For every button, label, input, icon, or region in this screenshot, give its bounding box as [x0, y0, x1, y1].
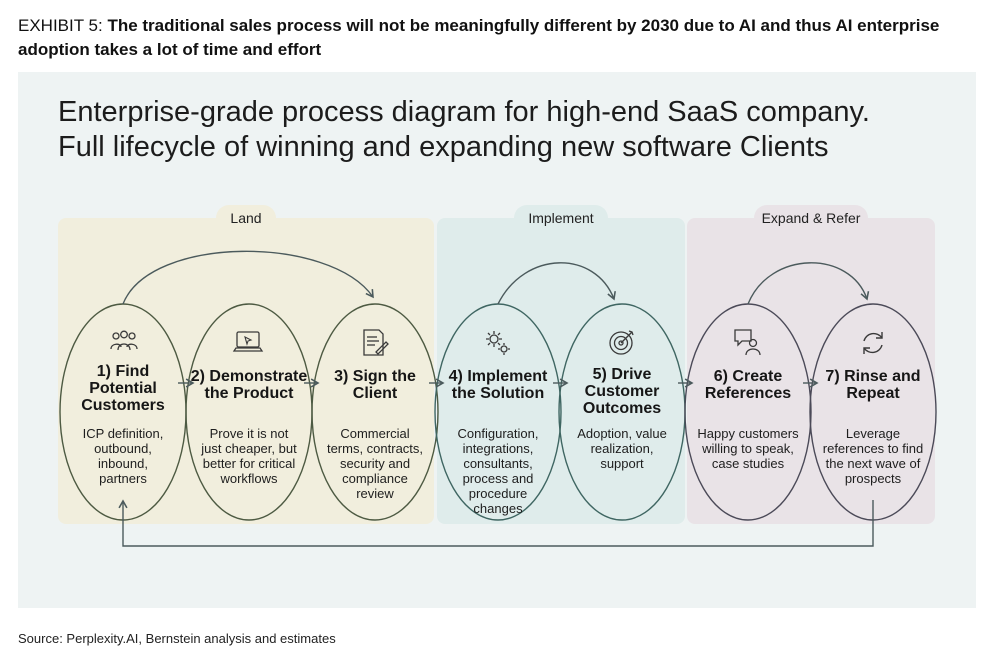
document-sign-icon	[363, 329, 389, 356]
exhibit-title: The traditional sales process will not b…	[18, 16, 940, 59]
step-4-title: 4) Implement the Solution	[448, 368, 548, 402]
step-6-description: Happy customers willing to speak, case s…	[697, 426, 799, 471]
exhibit-heading: EXHIBIT 5: The traditional sales process…	[18, 14, 983, 62]
phase-label-implement: Implement	[514, 205, 608, 231]
step-7-oval	[809, 303, 937, 521]
source-note: Source: Perplexity.AI, Bernstein analysi…	[18, 631, 336, 646]
phase-implement-background	[437, 218, 685, 524]
step-5-description: Adoption, value realization, support	[577, 426, 667, 471]
step-3-oval	[311, 303, 439, 521]
step-7-title: 7) Rinse and Repeat	[825, 368, 921, 402]
exhibit-label: EXHIBIT 5:	[18, 16, 103, 35]
step-3-title: 3) Sign the Client	[334, 368, 416, 402]
gears-icon	[486, 331, 510, 355]
phase-expand-background	[687, 218, 935, 524]
diagram-title: Enterprise-grade process diagram for hig…	[58, 95, 958, 165]
refresh-icon	[863, 332, 883, 354]
step-6-title: 6) Create References	[704, 368, 792, 402]
target-icon	[609, 330, 634, 355]
step-4-description: Configuration, integrations, consultants…	[457, 426, 539, 516]
step-6-oval	[684, 303, 812, 521]
step-2-title: 2) Demonstrate the Product	[190, 368, 308, 402]
speech-person-icon	[734, 329, 761, 356]
people-group-icon	[110, 330, 138, 351]
step-7-description: Leverage references to find the next wav…	[822, 426, 924, 486]
step-5-title: 5) Drive Customer Outcomes	[582, 366, 662, 417]
diagram-title-line-2: Full lifecycle of winning and expanding …	[58, 131, 829, 163]
arc-step1-to-step3	[122, 250, 374, 305]
phase-label-expand-refer: Expand & Refer	[754, 205, 868, 231]
phase-label-land: Land	[216, 205, 276, 231]
phase-land-background	[58, 218, 434, 524]
diagram-title-line-1: Enterprise-grade process diagram for hig…	[58, 96, 870, 128]
step-1-title: 1) Find Potential Customers	[81, 363, 165, 414]
arc-step4-to-step5	[497, 262, 616, 305]
step-1-description: ICP definition, outbound, inbound, partn…	[82, 426, 164, 486]
step-2-description: Prove it is not just cheaper, but better…	[201, 426, 297, 486]
step-2-oval	[185, 303, 313, 521]
return-loop-arrow	[118, 499, 874, 547]
step-3-description: Commercial terms, contracts, security an…	[326, 426, 424, 501]
laptop-icon	[232, 331, 264, 352]
arc-step6-to-step7	[747, 262, 870, 305]
